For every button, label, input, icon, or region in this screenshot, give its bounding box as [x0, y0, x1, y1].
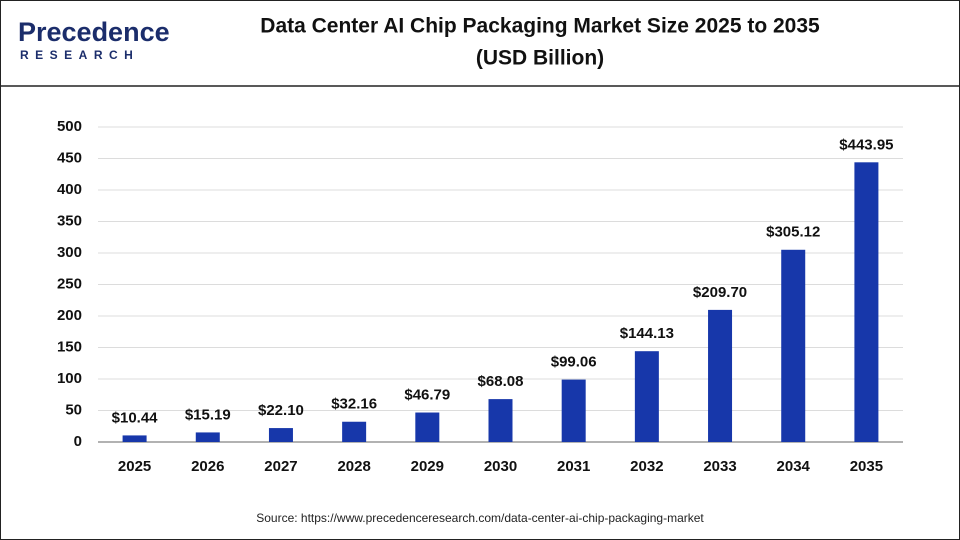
bar: [415, 412, 440, 442]
x-tick-label: 2029: [411, 458, 444, 475]
x-tick-label: 2025: [118, 458, 151, 475]
bar: [781, 249, 806, 442]
bar: [561, 379, 586, 442]
logo-name: Precedence: [18, 17, 170, 47]
logo-tagline: RESEARCH: [20, 48, 139, 62]
value-label: $32.16: [331, 396, 377, 413]
y-tick-label: 200: [57, 307, 82, 324]
bar: [708, 309, 733, 442]
bar: [268, 428, 293, 442]
y-tick-label: 100: [57, 370, 82, 387]
bar: [854, 162, 879, 442]
logo: Precedence RESEARCH: [18, 17, 170, 62]
y-tick-label: 350: [57, 212, 82, 229]
x-tick-label: 2028: [337, 458, 370, 475]
x-tick-label: 2031: [557, 458, 590, 475]
x-tick-label: 2032: [630, 458, 663, 475]
value-label: $305.12: [766, 224, 820, 241]
value-label: $144.13: [620, 325, 674, 342]
y-tick-label: 450: [57, 149, 82, 166]
source-note: Source: https://www.precedenceresearch.c…: [256, 511, 704, 525]
bar: [634, 351, 659, 442]
y-tick-label: 400: [57, 181, 82, 198]
value-label: $15.19: [185, 406, 231, 423]
y-tick-label: 500: [57, 118, 82, 135]
x-tick-label: 2026: [191, 458, 224, 475]
value-label: $22.10: [258, 402, 304, 419]
value-label: $209.70: [693, 284, 747, 301]
bar: [488, 399, 513, 442]
y-tick-label: 150: [57, 338, 82, 355]
x-tick-label: 2033: [703, 458, 736, 475]
bar: [195, 432, 220, 442]
chart-title: Data Center AI Chip Packaging Market Siz…: [260, 15, 820, 38]
y-tick-label: 300: [57, 244, 82, 261]
value-label: $68.08: [478, 373, 524, 390]
y-tick-label: 250: [57, 275, 82, 292]
value-label: $443.95: [839, 136, 893, 153]
y-tick-label: 0: [74, 433, 82, 450]
x-tick-label: 2030: [484, 458, 517, 475]
x-tick-label: 2027: [264, 458, 297, 475]
value-label: $99.06: [551, 354, 597, 371]
x-tick-label: 2035: [850, 458, 883, 475]
x-tick-label: 2034: [777, 458, 811, 475]
bar: [122, 435, 147, 442]
value-label: $46.79: [404, 386, 450, 403]
bar: [342, 421, 367, 442]
y-tick-label: 50: [65, 401, 82, 418]
value-label: $10.44: [112, 409, 159, 426]
chart-subtitle: (USD Billion): [476, 47, 604, 70]
